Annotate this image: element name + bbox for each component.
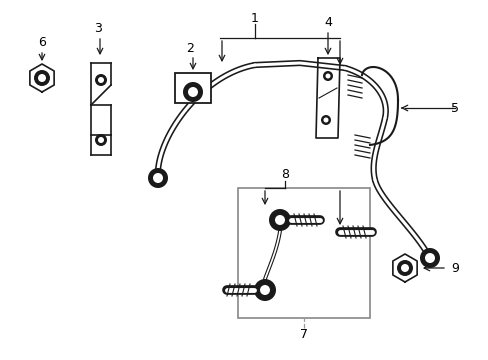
Text: 7: 7 bbox=[299, 328, 307, 342]
Circle shape bbox=[253, 279, 275, 301]
Circle shape bbox=[34, 70, 50, 86]
Text: 5: 5 bbox=[450, 102, 458, 114]
Circle shape bbox=[98, 77, 104, 83]
Circle shape bbox=[187, 87, 198, 97]
Text: 6: 6 bbox=[38, 36, 46, 49]
Text: 9: 9 bbox=[450, 261, 458, 274]
Circle shape bbox=[153, 173, 163, 183]
Bar bbox=[175, 73, 210, 103]
Circle shape bbox=[323, 71, 332, 81]
Circle shape bbox=[98, 137, 104, 143]
Circle shape bbox=[268, 209, 290, 231]
Circle shape bbox=[396, 260, 412, 276]
Circle shape bbox=[419, 248, 439, 268]
Text: 8: 8 bbox=[281, 168, 288, 181]
Circle shape bbox=[38, 74, 46, 82]
Circle shape bbox=[95, 134, 107, 146]
Circle shape bbox=[274, 215, 285, 225]
Text: 2: 2 bbox=[185, 41, 194, 54]
Text: 4: 4 bbox=[324, 15, 331, 28]
Circle shape bbox=[323, 117, 328, 122]
Circle shape bbox=[95, 74, 107, 86]
Text: 3: 3 bbox=[94, 22, 102, 35]
Circle shape bbox=[183, 82, 203, 102]
Circle shape bbox=[325, 73, 330, 78]
Circle shape bbox=[260, 285, 269, 295]
Text: 1: 1 bbox=[250, 12, 259, 24]
Bar bbox=[238, 188, 369, 318]
Circle shape bbox=[424, 253, 434, 263]
Circle shape bbox=[148, 168, 168, 188]
Circle shape bbox=[400, 264, 408, 272]
Circle shape bbox=[320, 115, 330, 125]
